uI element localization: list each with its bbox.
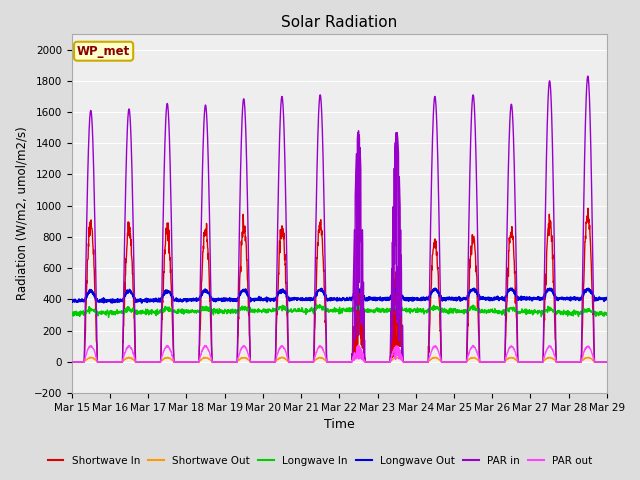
Title: Solar Radiation: Solar Radiation	[281, 15, 397, 30]
Y-axis label: Radiation (W/m2, umol/m2/s): Radiation (W/m2, umol/m2/s)	[15, 127, 28, 300]
Legend: Shortwave In, Shortwave Out, Longwave In, Longwave Out, PAR in, PAR out: Shortwave In, Shortwave Out, Longwave In…	[44, 452, 596, 470]
X-axis label: Time: Time	[324, 419, 355, 432]
Text: WP_met: WP_met	[77, 45, 131, 58]
